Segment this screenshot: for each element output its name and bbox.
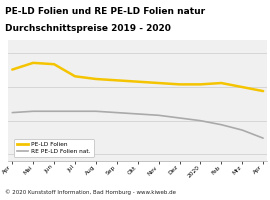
Text: Durchschnittspreise 2019 - 2020: Durchschnittspreise 2019 - 2020: [5, 24, 171, 33]
Text: © 2020 Kunststoff Information, Bad Homburg - www.kiweb.de: © 2020 Kunststoff Information, Bad Hombu…: [5, 190, 176, 195]
Legend: PE-LD Folien, RE PE-LD Folien nat.: PE-LD Folien, RE PE-LD Folien nat.: [14, 139, 93, 157]
Text: PE-LD Folien und RE PE-LD Folien natur: PE-LD Folien und RE PE-LD Folien natur: [5, 7, 205, 16]
